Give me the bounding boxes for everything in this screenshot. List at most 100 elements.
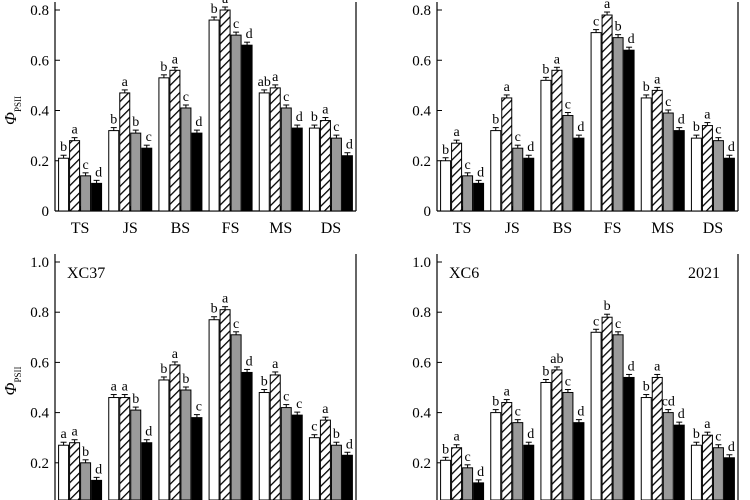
y-tick-label: 0.2 bbox=[30, 456, 49, 472]
significance-letter: c bbox=[196, 400, 202, 415]
significance-letter: c bbox=[593, 15, 599, 30]
y-tick-label: 0.8 bbox=[412, 3, 431, 19]
significance-letter: d bbox=[145, 425, 152, 440]
y-tick-label: 0.8 bbox=[30, 305, 49, 321]
y-tick-label: 0.4 bbox=[30, 406, 49, 422]
significance-letter: d bbox=[678, 407, 685, 422]
significance-letter: a bbox=[111, 380, 118, 395]
bar-js-white bbox=[108, 130, 120, 212]
significance-letter: d bbox=[527, 140, 534, 155]
bar-fs-hatch bbox=[219, 9, 231, 212]
significance-letter: c bbox=[515, 130, 521, 145]
bar-ms-black bbox=[673, 424, 685, 500]
significance-letter: a bbox=[504, 385, 511, 400]
significance-letter: d bbox=[346, 138, 353, 153]
significance-letter: a bbox=[272, 70, 279, 85]
bar-bs-hatch bbox=[551, 369, 563, 500]
bar-fs-hatch bbox=[219, 309, 231, 500]
bar-bs-gray bbox=[180, 107, 192, 212]
y-tick-label: 0.4 bbox=[30, 104, 49, 120]
significance-letter: a bbox=[71, 123, 78, 138]
y-axis-title: ΦPSII bbox=[1, 96, 23, 125]
x-tick-label: JS bbox=[123, 220, 138, 237]
bar-ds-gray bbox=[330, 444, 342, 500]
bar-ts-white bbox=[58, 444, 70, 500]
x-tick-label: TS bbox=[453, 220, 472, 237]
significance-letter: cd bbox=[662, 395, 675, 410]
bar-fs-black bbox=[623, 376, 635, 500]
significance-letter: d bbox=[577, 405, 584, 420]
bar-ms-gray bbox=[280, 407, 292, 500]
significance-letter: b bbox=[60, 140, 67, 155]
y-tick-label: 0.2 bbox=[412, 456, 431, 472]
panel-year: 2021 bbox=[688, 265, 720, 282]
bar-ts-black bbox=[473, 482, 485, 500]
bar-ms-white bbox=[258, 392, 270, 500]
panel-title: XC37 bbox=[67, 265, 105, 282]
bar-js-hatch bbox=[501, 97, 513, 212]
bar-js-black bbox=[523, 444, 535, 500]
significance-letter: b bbox=[110, 113, 117, 128]
bar-ts-hatch bbox=[451, 142, 463, 212]
significance-letter: b bbox=[604, 299, 611, 314]
bar-ds-white bbox=[308, 127, 320, 212]
significance-letter: d bbox=[95, 462, 102, 477]
y-axis-title: ΦPSII bbox=[1, 367, 23, 396]
significance-letter: d bbox=[628, 359, 635, 374]
bar-js-black bbox=[141, 147, 153, 212]
significance-letter: b bbox=[211, 2, 218, 17]
bar-js-gray bbox=[130, 409, 142, 500]
significance-letter: a bbox=[71, 425, 78, 440]
significance-letter: d bbox=[246, 27, 253, 42]
significance-letter: d bbox=[728, 440, 735, 455]
significance-letter: c bbox=[283, 90, 289, 105]
bar-js-black bbox=[141, 442, 153, 500]
bar-fs-hatch bbox=[601, 316, 613, 500]
significance-letter: a bbox=[60, 427, 67, 442]
bar-bs-hatch bbox=[169, 69, 181, 212]
bar-js-gray bbox=[130, 132, 142, 212]
significance-letter: c bbox=[283, 390, 289, 405]
bar-js-hatch bbox=[119, 397, 131, 500]
bar-ms-black bbox=[291, 127, 303, 212]
significance-letter: a bbox=[122, 75, 129, 90]
x-tick-label: TS bbox=[71, 220, 90, 237]
significance-letter: b bbox=[82, 445, 89, 460]
significance-letter: a bbox=[453, 430, 460, 445]
significance-letter: d bbox=[95, 165, 102, 180]
bar-bs-white bbox=[158, 379, 170, 500]
significance-letter: c bbox=[593, 314, 599, 329]
panel-title: XC6 bbox=[449, 265, 479, 282]
bar-ts-hatch bbox=[69, 140, 81, 212]
y-tick-label: 0.2 bbox=[412, 154, 431, 170]
bar-ms-hatch bbox=[269, 374, 281, 500]
x-tick-label: BS bbox=[553, 220, 573, 237]
significance-letter: b bbox=[542, 62, 549, 77]
bar-ds-white bbox=[690, 137, 702, 212]
y-tick-label: 0.4 bbox=[412, 406, 431, 422]
bar-ds-hatch bbox=[319, 419, 331, 500]
bar-bs-black bbox=[191, 417, 203, 500]
bar-ms-hatch bbox=[269, 87, 281, 212]
significance-letter: b bbox=[261, 375, 268, 390]
significance-letter: d bbox=[527, 427, 534, 442]
bar-js-white bbox=[490, 130, 502, 212]
bar-bs-white bbox=[158, 77, 170, 212]
bar-ds-gray bbox=[712, 140, 724, 212]
significance-letter: b bbox=[643, 80, 650, 95]
significance-letter: a bbox=[172, 347, 179, 362]
panel-top-left: 00.20.40.60.8ΦPSIITSbacdJSbabcBSbacdFSba… bbox=[1, 0, 357, 237]
bar-fs-black bbox=[241, 371, 253, 500]
y-tick-label: 1.0 bbox=[30, 255, 49, 271]
significance-letter: a bbox=[654, 359, 661, 374]
bar-fs-gray bbox=[230, 334, 242, 500]
x-tick-label: FS bbox=[604, 220, 622, 237]
significance-letter: d bbox=[477, 465, 484, 480]
bar-ts-black bbox=[91, 479, 103, 500]
bar-ds-black bbox=[723, 457, 735, 500]
bar-ts-gray bbox=[80, 462, 92, 500]
significance-letter: ab bbox=[258, 75, 271, 90]
y-tick-label: 0 bbox=[42, 204, 50, 220]
bar-ds-white bbox=[690, 444, 702, 500]
significance-letter: c bbox=[233, 17, 239, 32]
